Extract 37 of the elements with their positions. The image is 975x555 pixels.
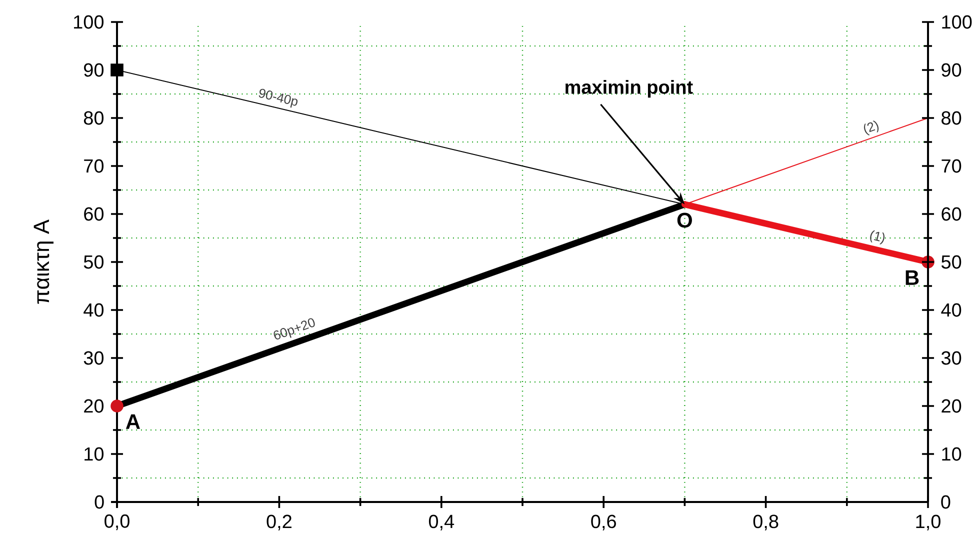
x-tick-label: 0,2 [266,514,292,530]
y2-tick-label: 30 [941,351,962,365]
y-tick-label: 100 [74,15,104,29]
annotation: O [677,212,692,228]
y2-tick-label: 90 [942,63,962,77]
y-tick-label: 50 [84,255,104,269]
y-tick-label: 40 [84,303,104,317]
x-tick-label: 0,8 [753,514,778,530]
x-tick-label: 0,6 [591,514,616,530]
y2-tick-label: 0 [941,495,950,509]
y2-tick-label: 20 [942,399,962,413]
annotation: A [126,414,140,429]
annotation: maximin point [566,80,693,98]
y-tick-label: 20 [84,399,104,413]
y-axis-title: παικτη A [34,219,54,304]
text: (1) [870,230,884,244]
y-tick-label: 30 [84,351,104,365]
y2-tick-label: 80 [942,111,962,125]
text: 60p+20 [274,318,315,340]
y2-tick-label: 60 [942,207,962,221]
y2-tick-label: 70 [942,159,962,173]
annotation: B [906,270,919,285]
text: (2) [864,120,879,136]
y-tick-label: 80 [84,111,104,125]
y-tick-label: 10 [84,447,104,461]
y2-tick-label: 50 [942,255,962,269]
x-tick-label: 0,0 [104,514,130,530]
x-tick-label: 0,4 [428,514,454,530]
y2-tick-label: 100 [942,15,972,29]
x-tick-label: 1,0 [916,514,940,530]
y-tick-label: 90 [84,63,104,77]
y2-tick-label: 40 [941,303,962,317]
y-tick-label: 60 [84,207,104,221]
text: 90-40p [258,88,298,108]
y2-tick-label: 10 [942,447,962,461]
y-tick-label: 0 [94,495,104,509]
y-tick-label: 70 [84,159,104,173]
